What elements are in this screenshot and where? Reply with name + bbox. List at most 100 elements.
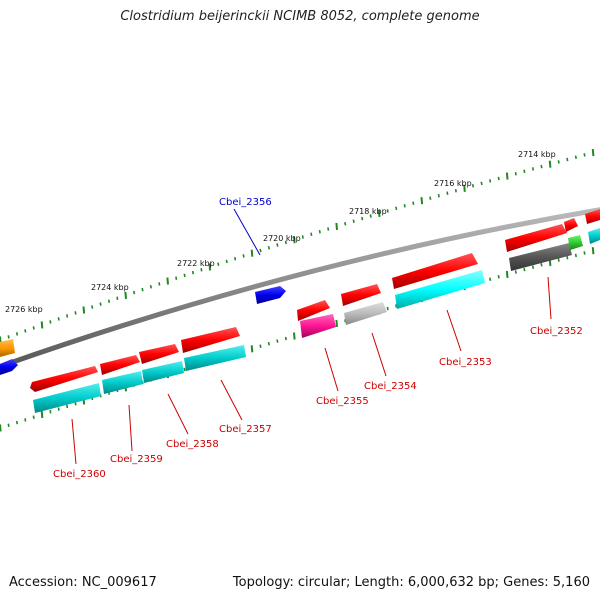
minor-tick	[583, 251, 586, 255]
gene-label-cbei-2356[interactable]: Cbei_2356	[219, 197, 272, 208]
cds-feature-2353[interactable]	[392, 253, 478, 289]
minor-tick	[557, 160, 560, 164]
gene-feature-2352[interactable]	[509, 243, 572, 271]
minor-tick	[158, 282, 161, 286]
minor-tick	[395, 206, 398, 211]
gene-label-cbei-2353[interactable]: Cbei_2353	[439, 357, 492, 368]
genome-backbone	[0, 207, 600, 370]
cds-feature-2360[interactable]	[30, 366, 98, 392]
gene-label-cbei-2355[interactable]: Cbei_2355	[316, 396, 369, 407]
minor-tick	[242, 254, 245, 258]
cds-feature-edge-1[interactable]	[564, 218, 578, 232]
major-tick	[463, 184, 466, 192]
minor-tick	[107, 299, 111, 303]
cds-feature-2355[interactable]	[297, 300, 330, 321]
cds-feature-2356[interactable]	[255, 286, 286, 304]
cds-feature-2354[interactable]	[341, 284, 381, 306]
minor-tick	[566, 255, 569, 260]
major-tick	[166, 277, 169, 285]
gene-labels: Cbei_2352 Cbei_2353 Cbei_2354 Cbei_2355 …	[53, 197, 583, 480]
gene-label-cbei-2352[interactable]: Cbei_2352	[530, 326, 583, 337]
minor-tick	[446, 191, 449, 195]
minor-tick	[497, 176, 500, 181]
minor-tick	[454, 189, 457, 193]
cds-feature-2352[interactable]	[505, 224, 567, 252]
minor-tick	[489, 277, 492, 281]
major-tick	[591, 247, 595, 255]
cds-feature-2357[interactable]	[181, 327, 240, 353]
kbp-label-2716: 2716 kbp	[434, 179, 472, 188]
major-tick	[0, 424, 2, 432]
gene-label-cbei-2358[interactable]: Cbei_2358	[166, 439, 219, 450]
minor-tick	[175, 276, 178, 280]
gene-label-cbei-2354[interactable]: Cbei_2354	[364, 381, 417, 392]
cds-feature-edge-2[interactable]	[585, 209, 600, 224]
minor-tick	[497, 275, 500, 279]
minor-tick	[116, 296, 119, 301]
minor-tick	[225, 259, 228, 264]
minor-tick	[66, 404, 69, 409]
gene-feature-2355[interactable]	[300, 314, 336, 338]
minor-tick	[523, 169, 526, 174]
cds-feature-edge-blue[interactable]	[0, 359, 18, 375]
gene-feature-2358[interactable]	[142, 361, 184, 383]
gene-feature-edge-cyan[interactable]	[588, 228, 600, 244]
minor-tick	[57, 407, 60, 411]
major-tick	[420, 197, 424, 205]
minor-tick	[523, 267, 526, 272]
map-title: Clostridium beijerinckii NCIMB 8052, com…	[120, 9, 480, 24]
major-tick	[82, 306, 86, 314]
minor-tick	[310, 232, 313, 237]
minor-tick	[24, 418, 27, 422]
minor-tick	[566, 157, 569, 162]
minor-tick	[133, 290, 136, 295]
minor-tick	[480, 181, 483, 186]
minor-tick	[412, 201, 415, 205]
minor-tick	[489, 179, 492, 183]
minor-tick	[386, 306, 389, 311]
minor-tick	[267, 246, 270, 250]
minor-tick	[386, 209, 389, 213]
gene-label-cbei-2360[interactable]: Cbei_2360	[53, 469, 106, 480]
minor-tick	[403, 204, 406, 208]
gene-feature-2359[interactable]	[102, 371, 143, 394]
major-tick	[548, 160, 552, 168]
kbp-label-2714: 2714 kbp	[518, 150, 556, 159]
major-tick	[40, 321, 44, 329]
major-tick	[250, 345, 254, 353]
minor-tick	[259, 344, 262, 348]
minor-tick	[327, 227, 330, 231]
minor-tick	[352, 219, 355, 223]
gene-features	[0, 209, 600, 413]
minor-tick	[574, 155, 577, 159]
kbp-label-2722: 2722 kbp	[177, 259, 215, 268]
gene-feature-2354[interactable]	[344, 302, 387, 325]
minor-tick	[49, 320, 52, 324]
minor-tick	[91, 305, 94, 309]
kbp-label-2718: 2718 kbp	[349, 207, 387, 216]
gene-feature-edge-orange[interactable]	[0, 339, 15, 357]
gene-feature-2353[interactable]	[395, 270, 485, 309]
minor-tick	[344, 319, 347, 323]
cds-feature-2359[interactable]	[100, 355, 140, 375]
minor-tick	[57, 317, 60, 321]
gene-feature-2360[interactable]	[33, 383, 101, 413]
major-tick	[208, 263, 212, 271]
accession-text: Accession: NC_009617	[9, 575, 157, 590]
cds-feature-2358[interactable]	[139, 344, 179, 364]
gene-label-cbei-2357[interactable]: Cbei_2357	[219, 424, 272, 435]
minor-tick	[217, 262, 220, 266]
minor-tick	[284, 240, 287, 245]
minor-tick	[540, 263, 543, 267]
minor-tick	[284, 336, 287, 341]
minor-tick	[361, 216, 364, 221]
gene-label-cbei-2359[interactable]: Cbei_2359	[110, 454, 163, 465]
minor-tick	[471, 184, 475, 188]
minor-tick	[99, 302, 102, 306]
kbp-label-2724: 2724 kbp	[91, 283, 129, 292]
callout-lines	[71, 208, 552, 465]
gene-feature-edge-green[interactable]	[568, 235, 583, 250]
gene-feature-2357[interactable]	[184, 345, 246, 371]
minor-tick	[395, 304, 398, 308]
minor-tick	[234, 256, 237, 261]
